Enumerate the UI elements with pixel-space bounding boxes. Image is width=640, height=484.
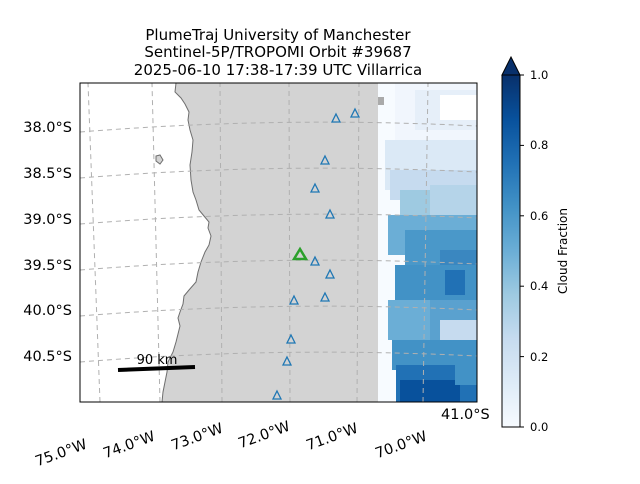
colorbar-extend-arrow	[501, 55, 521, 76]
lat-label-38-0: 38.0°S	[23, 120, 72, 136]
map-frame	[79, 82, 478, 403]
lon-gridline	[356, 83, 360, 402]
triangle-icon	[330, 112, 342, 123]
island	[155, 154, 164, 165]
triangle-icon	[349, 107, 361, 118]
triangle-icon	[319, 154, 331, 165]
scale-bar	[117, 365, 196, 372]
lat-label-39-0: 39.0°S	[23, 212, 72, 228]
lon-gridline	[422, 83, 429, 402]
title-line-3: 2025-06-10 17:38-17:39 UTC Villarrica	[134, 61, 422, 79]
lon-label-72: 72.0°W	[236, 419, 292, 452]
colorbar-tick-1: 0.2	[530, 350, 548, 364]
triangle-icon	[288, 294, 300, 305]
lon-gridline	[288, 83, 291, 402]
gridlines	[80, 83, 477, 402]
trajectory-markers	[271, 107, 361, 400]
lon-label-71: 71.0°W	[304, 421, 360, 454]
lat-gridline	[80, 259, 477, 271]
colorbar-tick-2: 0.4	[530, 279, 548, 293]
lat-label-40-0: 40.0°S	[23, 303, 72, 319]
lat-label-39-5: 39.5°S	[23, 258, 72, 274]
colorbar-label: Cloud Fraction	[556, 208, 570, 294]
triangle-icon	[309, 182, 321, 193]
title-line-2: Sentinel-5P/TROPOMI Orbit #39687	[144, 43, 411, 61]
triangle-icon	[281, 355, 293, 366]
lon-gridline	[151, 83, 161, 402]
lon-label-75: 75.0°W	[33, 437, 89, 470]
lon-label-73: 73.0°W	[169, 421, 225, 454]
title-line-1: PlumeTraj University of Manchester	[145, 26, 411, 44]
lon-gridline	[219, 83, 223, 402]
lat-label-38-5: 38.5°S	[23, 166, 72, 182]
lat-gridline	[80, 167, 477, 179]
colorbar-tick-4: 0.8	[530, 138, 548, 152]
map-area	[80, 83, 477, 402]
triangle-icon	[324, 268, 336, 279]
scale-bar-label: 90 km	[137, 353, 178, 368]
volcano-triangle-icon	[291, 246, 309, 261]
lon-label-70: 70.0°W	[373, 429, 429, 462]
lat-gridline	[80, 305, 477, 317]
triangle-icon	[319, 291, 331, 302]
lat-gridline	[80, 121, 477, 133]
colorbar-tick-0: 0.0	[530, 420, 548, 434]
lat-label-40-5: 40.5°S	[23, 349, 72, 365]
triangle-icon	[271, 389, 283, 400]
colorbar-tick-3: 0.6	[530, 209, 548, 223]
triangle-icon	[324, 208, 336, 219]
colorbar: 0.0 0.2 0.4 0.6 0.8 1.0 Cloud Fraction	[501, 55, 570, 434]
lon-label-74: 74.0°W	[101, 429, 157, 462]
cloud-fraction-swath	[378, 83, 477, 402]
triangle-icon	[309, 255, 321, 266]
lat-gridline	[80, 213, 477, 225]
lat-label-41-0: 41.0°S	[441, 407, 490, 423]
colorbar-gradient	[501, 74, 521, 428]
triangle-icon	[285, 333, 297, 344]
colorbar-tick-5: 1.0	[530, 68, 548, 82]
